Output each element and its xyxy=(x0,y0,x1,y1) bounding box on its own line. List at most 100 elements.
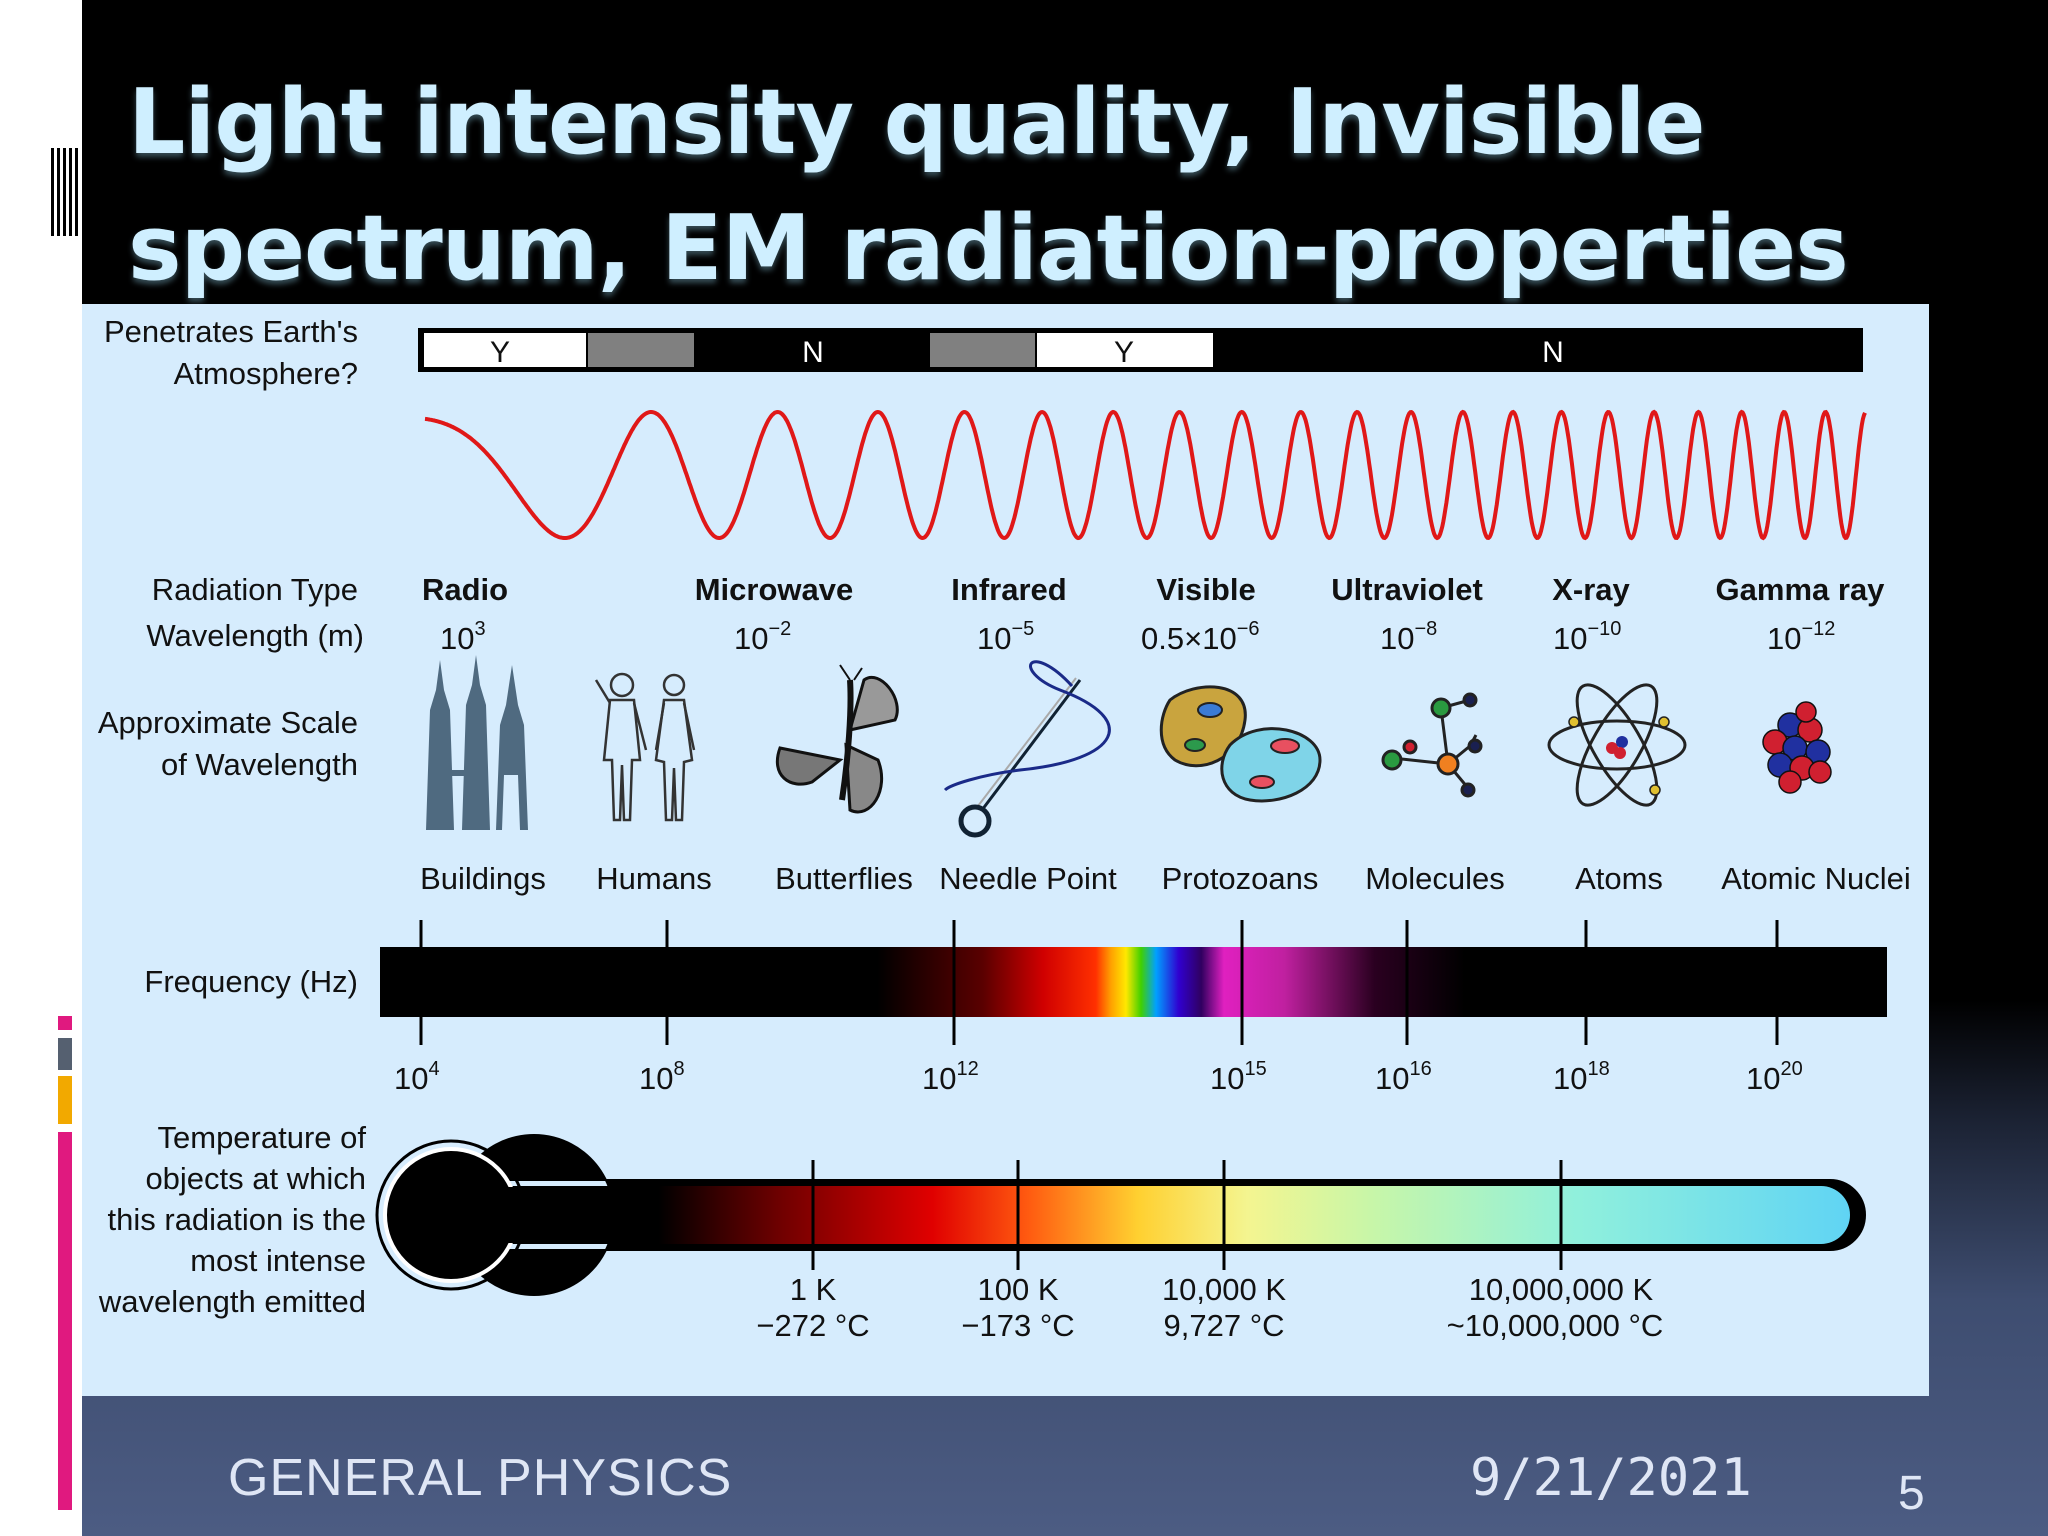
wavelength-gamma-exp: −12 xyxy=(1801,618,1835,640)
deco-bar-pink xyxy=(58,1132,72,1510)
wavelength-visible-exp: −6 xyxy=(1237,618,1260,640)
temperature-values: 1 K −272 °C 100 K −173 °C 10,000 K 9,727… xyxy=(756,1272,1663,1343)
temperature-label-1: Temperature of xyxy=(158,1120,367,1155)
atmosphere-segment-partial-1 xyxy=(588,333,694,367)
deco-bar-orange xyxy=(58,1076,72,1124)
frequency-value-1-exp: 4 xyxy=(428,1058,439,1080)
wavelength-xray: 10−10 xyxy=(1553,618,1621,656)
nucleus-icon xyxy=(1762,701,1832,794)
atmosphere-y-radio: Y xyxy=(490,336,510,369)
scale-objects: Buildings Humans Butterflies Needle Poin… xyxy=(420,861,1911,896)
wavelength-radio: 103 xyxy=(440,618,486,656)
wavelength-microwave: 10−2 xyxy=(734,618,791,656)
scale-needle-point: Needle Point xyxy=(939,861,1117,896)
wavelength-microwave-exp: −2 xyxy=(768,618,791,640)
left-decoration-strip xyxy=(0,0,82,1536)
atmosphere-label-2: Atmosphere? xyxy=(174,356,358,391)
molecule-icon xyxy=(1381,692,1483,798)
temperature-label-2: objects at which xyxy=(145,1161,366,1196)
deco-bar-gray xyxy=(58,1038,72,1070)
frequency-values: 104 108 1012 1015 1016 1018 1020 xyxy=(394,1058,1803,1096)
frequency-value-1-base: 10 xyxy=(394,1061,428,1096)
frequency-value-5-exp: 16 xyxy=(1409,1058,1431,1080)
frequency-value-6-base: 10 xyxy=(1553,1061,1587,1096)
wavelength-gamma: 10−12 xyxy=(1767,618,1835,656)
scale-humans: Humans xyxy=(596,861,711,896)
thermometer-bulb xyxy=(383,1147,519,1283)
wavelength-infrared-base: 10 xyxy=(977,621,1011,656)
scale-atoms: Atoms xyxy=(1575,861,1663,896)
atmosphere-y-visible: Y xyxy=(1114,336,1134,369)
scale-molecules: Molecules xyxy=(1365,861,1505,896)
scale-label-1: Approximate Scale xyxy=(98,705,358,740)
radiation-visible: Visible xyxy=(1156,572,1255,607)
needle-icon xyxy=(943,660,1111,838)
footer-page-number: 5 xyxy=(1898,1467,1925,1520)
temp-1k-kelvin: 1 K xyxy=(790,1272,837,1307)
scale-buildings: Buildings xyxy=(420,861,546,896)
temp-10000k-celsius: 9,727 °C xyxy=(1164,1308,1285,1343)
frequency-label: Frequency (Hz) xyxy=(144,964,358,999)
frequency-value-7-base: 10 xyxy=(1746,1061,1780,1096)
wavelength-visible: 0.5×10−6 xyxy=(1141,618,1260,656)
temperature-label-5: wavelength emitted xyxy=(98,1284,366,1319)
wavelength-infrared: 10−5 xyxy=(977,618,1034,656)
wavelength-gamma-base: 10 xyxy=(1767,621,1801,656)
temp-100k-celsius: −173 °C xyxy=(961,1308,1074,1343)
wavelength-ultraviolet-base: 10 xyxy=(1380,621,1414,656)
wavelength-visible-base: 0.5×10 xyxy=(1141,621,1237,656)
thermometer-neck xyxy=(500,1187,560,1243)
temp-100k-kelvin: 100 K xyxy=(977,1272,1058,1307)
protozoans-icon xyxy=(1159,685,1322,803)
wavelength-infrared-exp: −5 xyxy=(1011,618,1034,640)
atmosphere-segment-transparent-radio xyxy=(424,333,586,367)
atmosphere-segment-partial-2 xyxy=(930,333,1035,367)
atmosphere-n-microwave: N xyxy=(802,336,824,369)
frequency-value-4-base: 10 xyxy=(1210,1061,1244,1096)
frequency-value-7-exp: 20 xyxy=(1780,1058,1802,1080)
frequency-value-4: 1015 xyxy=(1210,1058,1267,1096)
temperature-label-4: most intense xyxy=(190,1243,366,1278)
frequency-value-5: 1016 xyxy=(1375,1058,1432,1096)
radiation-types: Radio Microwave Infrared Visible Ultravi… xyxy=(422,572,1885,607)
humans-icon xyxy=(594,672,696,822)
frequency-value-4-exp: 15 xyxy=(1244,1058,1266,1080)
temp-10000k-kelvin: 10,000 K xyxy=(1162,1272,1286,1307)
thermometer xyxy=(375,1134,1866,1296)
atmosphere-bar: Y N Y N xyxy=(418,328,1863,372)
wavelength-ultraviolet-exp: −8 xyxy=(1414,618,1437,640)
deco-bar-pink-top xyxy=(58,1016,72,1030)
wavelength-xray-base: 10 xyxy=(1553,621,1587,656)
radiation-gamma: Gamma ray xyxy=(1716,572,1886,607)
temp-1e7k-celsius: ~10,000,000 °C xyxy=(1447,1308,1664,1343)
thermometer-tube xyxy=(480,1186,1850,1244)
frequency-value-2-base: 10 xyxy=(639,1061,673,1096)
frequency-value-5-base: 10 xyxy=(1375,1061,1409,1096)
scale-atomic-nuclei: Atomic Nuclei xyxy=(1721,861,1911,896)
deco-hatch xyxy=(48,148,80,236)
wavelength-ultraviolet: 10−8 xyxy=(1380,618,1437,656)
frequency-value-3-base: 10 xyxy=(922,1061,956,1096)
atmosphere-segment-transparent-visible xyxy=(1037,333,1213,367)
frequency-bar xyxy=(380,920,1887,1045)
radiation-xray: X-ray xyxy=(1552,572,1630,607)
frequency-value-2: 108 xyxy=(639,1058,685,1096)
butterfly-icon xyxy=(775,664,899,814)
wavelength-xray-exp: −10 xyxy=(1587,618,1621,640)
frequency-value-3-exp: 12 xyxy=(956,1058,978,1080)
frequency-value-6: 1018 xyxy=(1553,1058,1610,1096)
scale-butterflies: Butterflies xyxy=(775,861,913,896)
buildings-icon xyxy=(426,655,528,830)
frequency-value-1: 104 xyxy=(394,1058,440,1096)
radiation-microwave: Microwave xyxy=(695,572,854,607)
title-line-2: spectrum, EM radiation-properties xyxy=(128,196,1849,301)
scale-protozoans: Protozoans xyxy=(1162,861,1319,896)
radiation-type-label: Radiation Type xyxy=(152,572,358,607)
frequency-value-3: 1012 xyxy=(922,1058,979,1096)
frequency-spectrum-band xyxy=(380,947,1887,1017)
wavelength-radio-exp: 3 xyxy=(474,618,485,640)
radiation-ultraviolet: Ultraviolet xyxy=(1331,572,1483,607)
scale-label-2: of Wavelength xyxy=(161,747,358,782)
em-wave xyxy=(424,409,1867,541)
